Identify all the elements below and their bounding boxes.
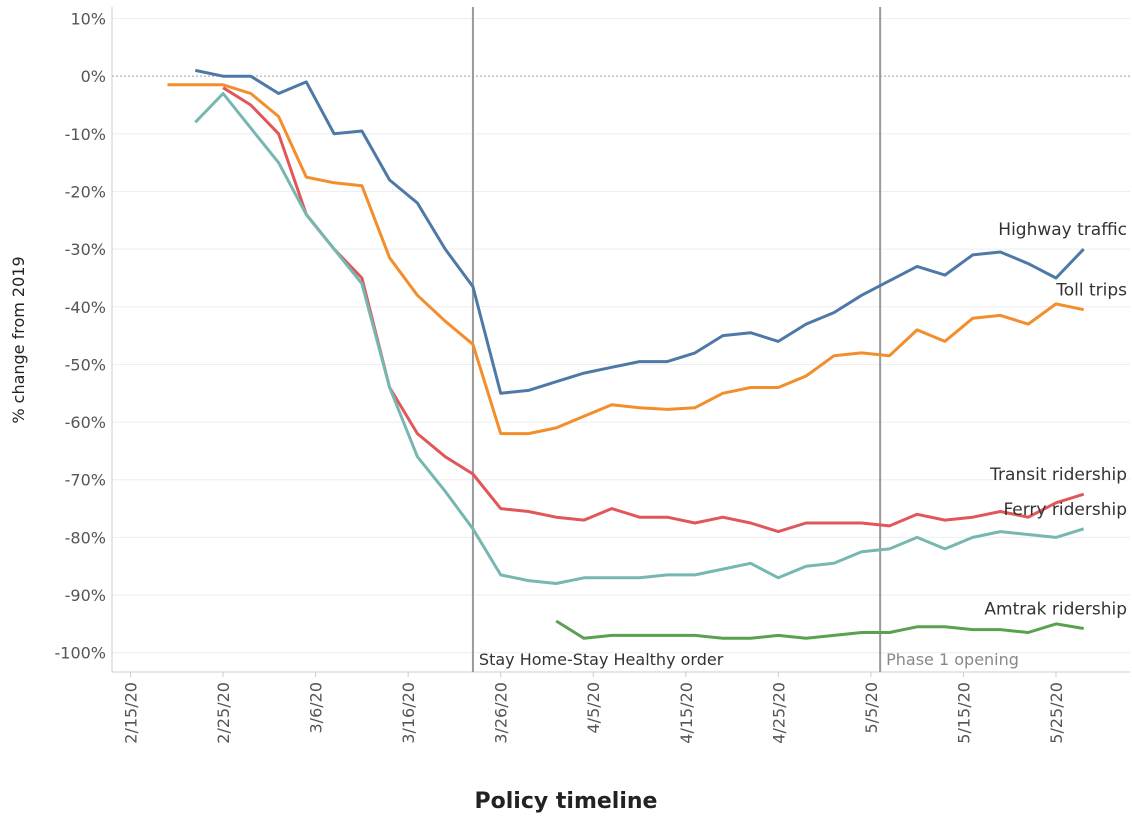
series-label: Ferry ridership xyxy=(1003,500,1127,520)
y-axis-title: % change from 2019 xyxy=(9,256,28,423)
x-tick-label: 4/25/20 xyxy=(769,682,788,744)
x-tick-label: 2/25/20 xyxy=(214,682,233,744)
series-line xyxy=(167,83,1085,436)
x-tick-label: 4/5/20 xyxy=(584,682,603,734)
y-tick-label: 10% xyxy=(70,10,106,29)
x-tick-label: 4/15/20 xyxy=(677,682,696,744)
series-line xyxy=(555,619,1084,640)
y-tick-label: -40% xyxy=(65,298,106,317)
y-tick-label: -60% xyxy=(65,413,106,432)
x-tick-label: 3/6/20 xyxy=(307,682,326,734)
y-tick-label: -80% xyxy=(65,528,106,547)
x-tick-label: 5/25/20 xyxy=(1047,682,1066,744)
x-tick-label: 5/15/20 xyxy=(954,682,973,744)
x-tick-label: 5/5/20 xyxy=(862,682,881,734)
x-axis-title: Policy timeline xyxy=(475,789,658,814)
y-tick-label: -50% xyxy=(65,355,106,374)
y-tick-label: 0% xyxy=(81,67,106,86)
series-line xyxy=(194,68,1085,395)
x-tick-label: 3/16/20 xyxy=(399,682,418,744)
series-label: Transit ridership xyxy=(989,465,1127,485)
y-tick-label: -100% xyxy=(54,644,106,663)
y-tick-label: -90% xyxy=(65,586,106,605)
series-label: Amtrak ridership xyxy=(984,599,1127,619)
y-tick-label: -10% xyxy=(65,125,106,144)
annotation-label: Stay Home-Stay Healthy order xyxy=(479,650,724,669)
x-tick-label: 3/26/20 xyxy=(492,682,511,744)
series-label: Highway traffic xyxy=(998,220,1127,240)
y-tick-label: -30% xyxy=(65,240,106,259)
series-line xyxy=(222,86,1085,534)
annotation-label: Phase 1 opening xyxy=(886,650,1019,669)
y-tick-label: -20% xyxy=(65,182,106,201)
series-label: Toll trips xyxy=(1055,281,1127,301)
y-tick-label: -70% xyxy=(65,471,106,490)
x-tick-label: 2/15/20 xyxy=(122,682,141,744)
series-line xyxy=(194,92,1085,585)
